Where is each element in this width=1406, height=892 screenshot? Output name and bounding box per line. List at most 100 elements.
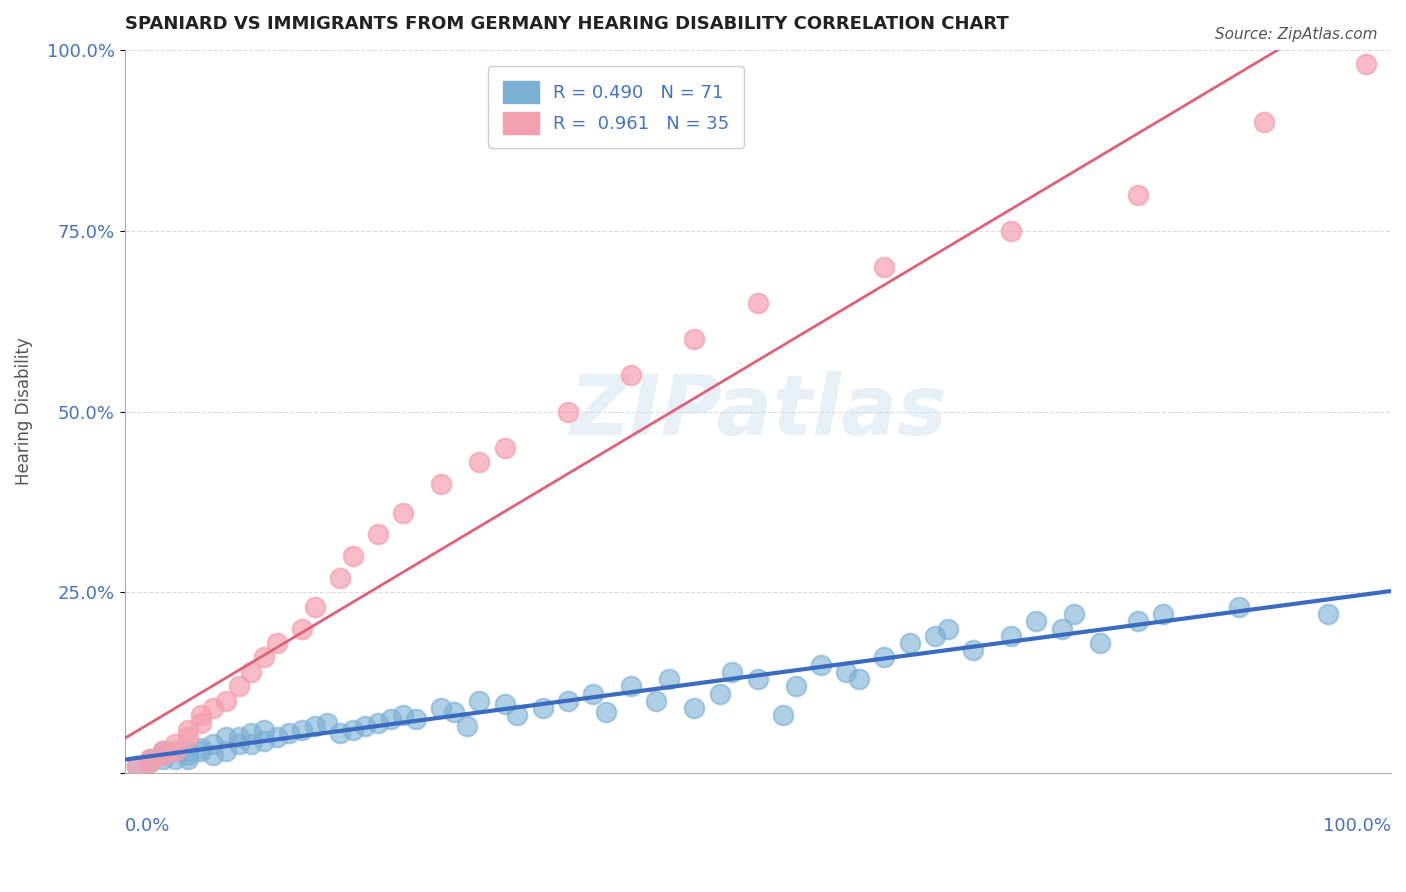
Point — [1152, 607, 1174, 621]
Point — [152, 752, 174, 766]
Point — [177, 730, 200, 744]
Point — [139, 756, 162, 770]
Point — [253, 650, 276, 665]
Point — [304, 599, 326, 614]
Point — [291, 622, 314, 636]
Point — [721, 665, 744, 679]
Point — [380, 712, 402, 726]
Point — [215, 694, 238, 708]
Point — [595, 705, 617, 719]
Point — [873, 260, 896, 274]
Point — [392, 506, 415, 520]
Point — [165, 752, 187, 766]
Point — [304, 719, 326, 733]
Point — [645, 694, 668, 708]
Point — [240, 737, 263, 751]
Point — [316, 715, 339, 730]
Point — [531, 701, 554, 715]
Point — [962, 643, 984, 657]
Point — [177, 748, 200, 763]
Point — [139, 756, 162, 770]
Point — [228, 679, 250, 693]
Point — [240, 665, 263, 679]
Text: Source: ZipAtlas.com: Source: ZipAtlas.com — [1215, 27, 1378, 42]
Point — [1000, 224, 1022, 238]
Point — [240, 726, 263, 740]
Point — [785, 679, 807, 693]
Point — [291, 723, 314, 737]
Point — [342, 549, 364, 564]
Point — [139, 752, 162, 766]
Point — [253, 733, 276, 747]
Point — [228, 730, 250, 744]
Text: 0.0%: 0.0% — [125, 816, 170, 835]
Point — [278, 726, 301, 740]
Point — [848, 672, 870, 686]
Point — [1227, 599, 1250, 614]
Point — [392, 708, 415, 723]
Point — [557, 694, 579, 708]
Point — [810, 657, 832, 672]
Point — [202, 737, 225, 751]
Point — [190, 708, 212, 723]
Point — [873, 650, 896, 665]
Point — [468, 694, 491, 708]
Point — [215, 744, 238, 758]
Point — [1050, 622, 1073, 636]
Text: SPANIARD VS IMMIGRANTS FROM GERMANY HEARING DISABILITY CORRELATION CHART: SPANIARD VS IMMIGRANTS FROM GERMANY HEAR… — [125, 15, 1008, 33]
Point — [1126, 187, 1149, 202]
Point — [152, 748, 174, 763]
Legend: R = 0.490   N = 71, R =  0.961   N = 35: R = 0.490 N = 71, R = 0.961 N = 35 — [488, 66, 744, 148]
Point — [924, 629, 946, 643]
Point — [443, 705, 465, 719]
Point — [1126, 615, 1149, 629]
Text: ZIPatlas: ZIPatlas — [569, 371, 946, 452]
Point — [152, 748, 174, 763]
Point — [177, 744, 200, 758]
Point — [190, 744, 212, 758]
Point — [190, 715, 212, 730]
Point — [1316, 607, 1339, 621]
Point — [152, 744, 174, 758]
Point — [329, 571, 352, 585]
Point — [468, 455, 491, 469]
Point — [747, 672, 769, 686]
Text: 100.0%: 100.0% — [1323, 816, 1391, 835]
Point — [1025, 615, 1047, 629]
Point — [936, 622, 959, 636]
Point — [202, 701, 225, 715]
Point — [557, 404, 579, 418]
Point — [456, 719, 478, 733]
Point — [1253, 115, 1275, 129]
Point — [582, 687, 605, 701]
Point — [127, 759, 149, 773]
Point — [658, 672, 681, 686]
Point — [190, 740, 212, 755]
Y-axis label: Hearing Disability: Hearing Disability — [15, 338, 32, 485]
Point — [1354, 57, 1376, 71]
Point — [342, 723, 364, 737]
Point — [215, 730, 238, 744]
Point — [139, 752, 162, 766]
Point — [506, 708, 529, 723]
Point — [494, 698, 516, 712]
Point — [405, 712, 427, 726]
Point — [747, 296, 769, 310]
Point — [177, 723, 200, 737]
Point — [430, 701, 453, 715]
Point — [772, 708, 794, 723]
Point — [683, 701, 706, 715]
Point — [1000, 629, 1022, 643]
Point — [683, 332, 706, 346]
Point — [127, 759, 149, 773]
Point — [266, 730, 288, 744]
Point — [253, 723, 276, 737]
Point — [329, 726, 352, 740]
Point — [1088, 636, 1111, 650]
Point — [165, 744, 187, 758]
Point — [898, 636, 921, 650]
Point — [228, 737, 250, 751]
Point — [620, 679, 643, 693]
Point — [165, 744, 187, 758]
Point — [430, 476, 453, 491]
